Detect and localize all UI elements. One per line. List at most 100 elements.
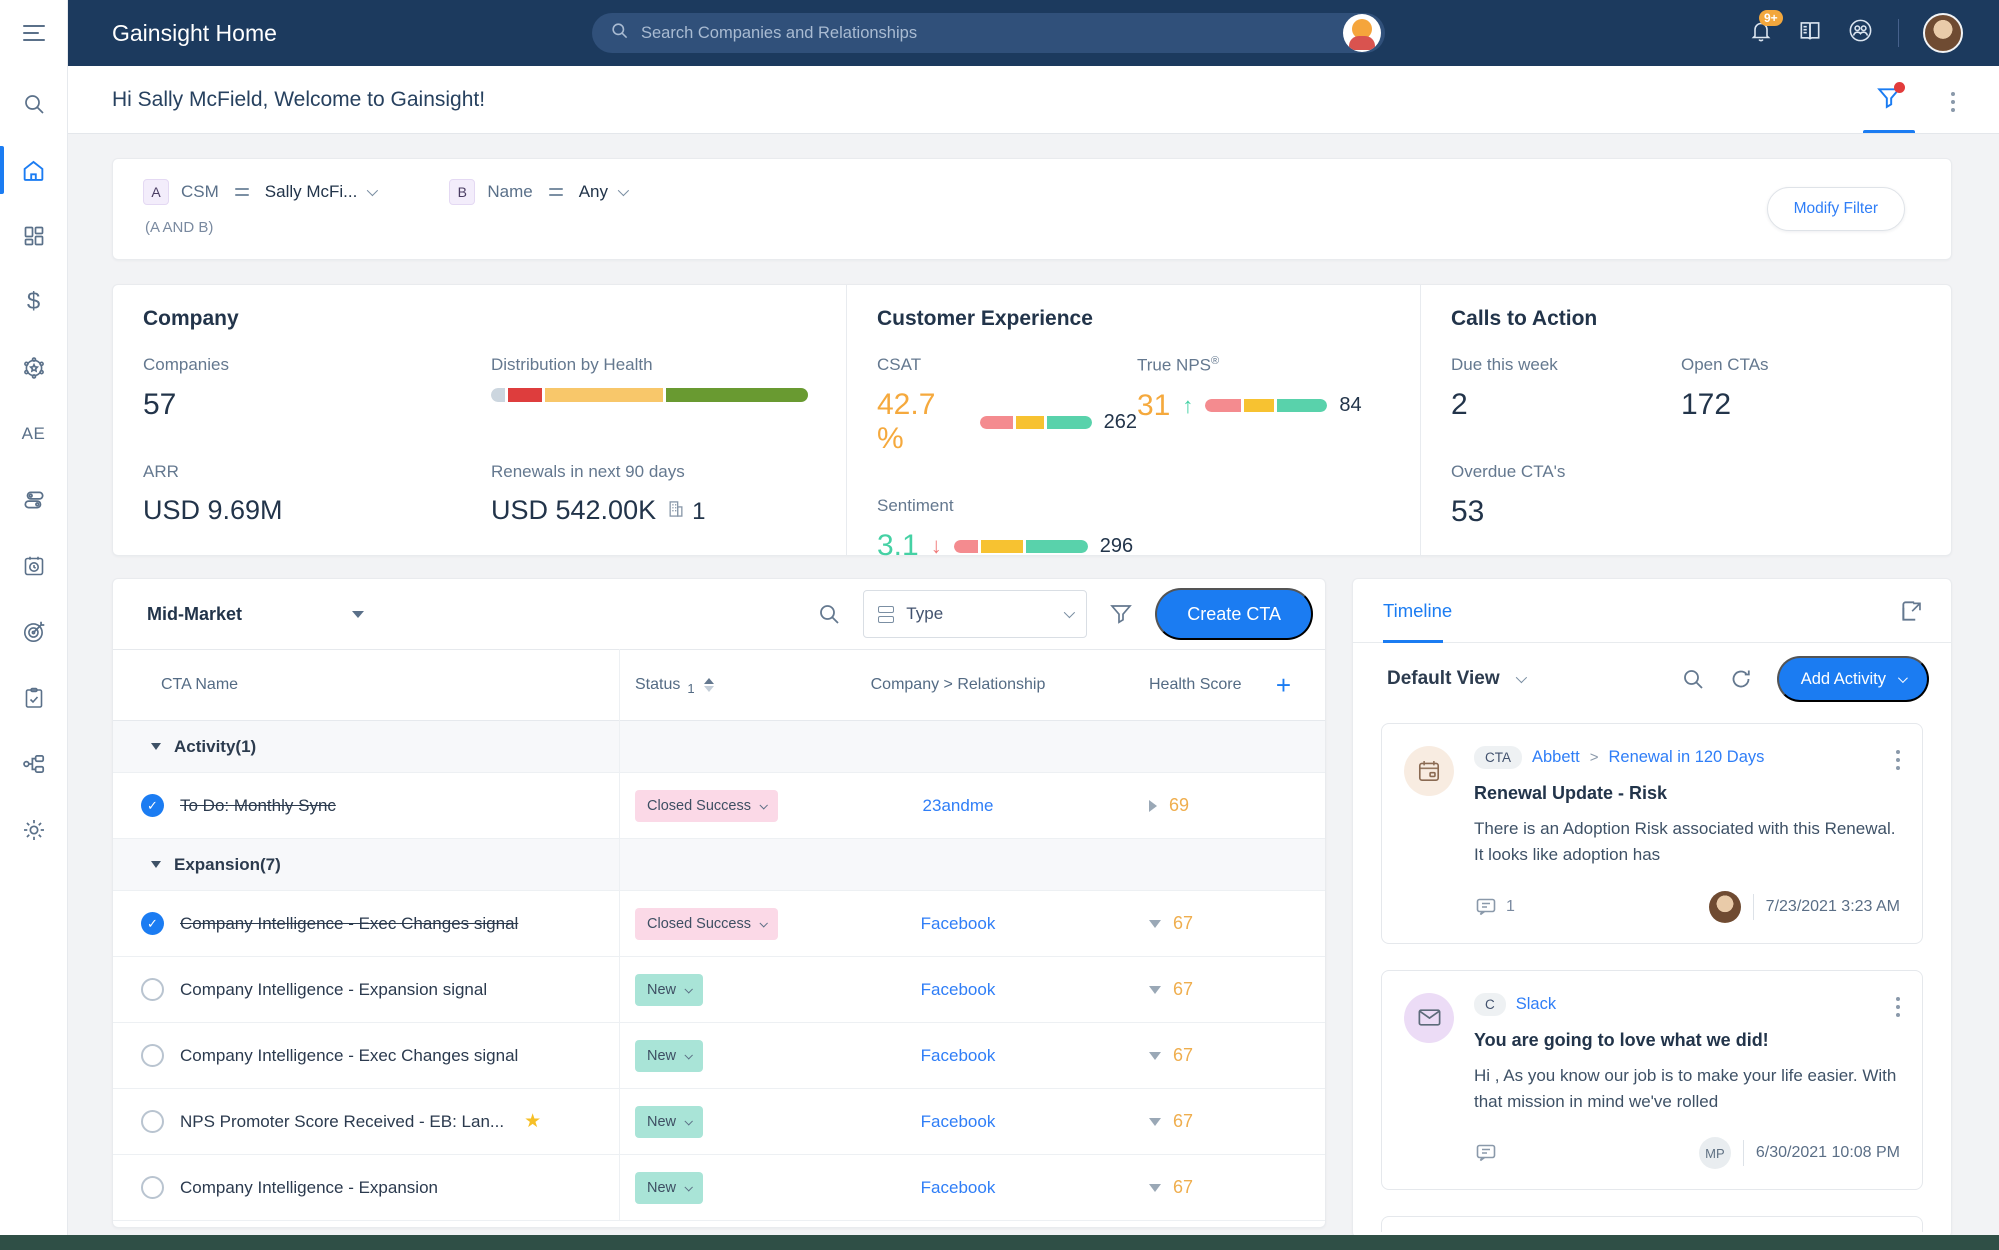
status-badge[interactable]: New (635, 1039, 704, 1072)
sidebar-item-scorecards[interactable] (0, 606, 67, 658)
assistant-mascot-avatar[interactable] (1343, 14, 1381, 52)
comments-button[interactable]: 1 (1474, 895, 1515, 919)
status-badge[interactable]: Closed Success (635, 789, 778, 822)
health-score-value: 67 (1173, 1177, 1194, 1197)
entity-link[interactable]: Renewal in 120 Days (1608, 748, 1765, 766)
status-badge[interactable]: New (635, 973, 704, 1006)
activity-title[interactable]: You are going to love what we did! (1474, 1029, 1769, 1050)
timeline-card[interactable]: C Slack You are going to love what we did!… (1381, 969, 1923, 1191)
company-link[interactable]: Facebook (920, 1111, 996, 1131)
user-avatar[interactable] (1923, 13, 1963, 53)
company-link[interactable]: Facebook (920, 913, 996, 933)
sort-arrows-icon[interactable] (703, 678, 714, 692)
view-selector-dropdown[interactable]: Mid-Market (147, 604, 365, 625)
create-cta-button[interactable]: Create CTA (1155, 588, 1313, 640)
collapse-row-icon[interactable] (1149, 1051, 1161, 1060)
rule-a-value-dropdown[interactable]: Sally McFi... (265, 182, 379, 202)
sidebar-item-timeline[interactable] (0, 540, 67, 592)
modify-filter-button[interactable]: Modify Filter (1766, 187, 1905, 231)
timeline-card[interactable]: CTA Abbett > Renewal in 120 Days Renewal Upd… (1381, 723, 1923, 944)
comments-button[interactable] (1474, 1141, 1498, 1165)
sidebar-item-success-plans[interactable] (0, 342, 67, 394)
sidebar-item-surveys[interactable] (0, 672, 67, 724)
timeline-search-button[interactable] (1681, 667, 1705, 691)
add-column-button[interactable]: + (1275, 669, 1291, 700)
sidebar-item-home[interactable] (0, 144, 67, 196)
group-row[interactable]: Activity(1) (113, 721, 1325, 773)
sidebar-item-settings[interactable] (0, 804, 67, 856)
column-header-health[interactable]: Health Score + (1149, 669, 1291, 700)
table-row[interactable]: ✓ Company Intelligence - Exec Changes sig… (113, 891, 1325, 957)
company-link[interactable]: Facebook (920, 979, 996, 999)
status-badge[interactable]: Closed Success (635, 907, 778, 940)
unchecked-circle-icon[interactable] (141, 1176, 164, 1199)
knowledge-center-button[interactable] (1797, 18, 1823, 49)
company-link[interactable]: 23andme (922, 795, 994, 815)
table-search-button[interactable] (817, 602, 841, 626)
activity-title[interactable]: Renewal Update - Risk (1474, 783, 1668, 803)
column-header-company[interactable]: Company > Relationship (870, 676, 1046, 693)
column-header-cta-name[interactable]: CTA Name (161, 676, 239, 693)
cta-name[interactable]: Company Intelligence - Expansion (180, 1177, 438, 1197)
cx-section-title: Customer Experience (877, 307, 1093, 330)
cta-name[interactable]: NPS Promoter Score Received - EB: Lan... (180, 1111, 505, 1131)
status-badge[interactable]: New (635, 1105, 704, 1138)
table-row[interactable]: Company Intelligence - Expansion signal N… (113, 957, 1325, 1023)
sidebar-item-relationships[interactable] (0, 738, 67, 790)
filter-toggle-button[interactable] (1871, 82, 1907, 118)
company-link[interactable]: Facebook (920, 1045, 996, 1065)
cta-name[interactable]: Company Intelligence - Exec Changes sign… (180, 913, 519, 933)
sidebar-item-ae[interactable]: AE (0, 408, 67, 460)
card-options-menu[interactable] (1896, 996, 1900, 1017)
community-button[interactable] (1847, 17, 1874, 49)
due-this-week-value: 2 (1451, 388, 1468, 421)
table-row[interactable]: Company Intelligence - Exec Changes sign… (113, 1023, 1325, 1089)
cta-name[interactable]: To Do: Monthly Sync (180, 795, 336, 815)
cta-name[interactable]: Company Intelligence - Expansion signal (180, 979, 488, 999)
rule-b-value-dropdown[interactable]: Any (579, 182, 630, 202)
rule-a-badge: A (143, 179, 169, 205)
unchecked-circle-icon[interactable] (141, 1044, 164, 1067)
status-badge[interactable]: New (635, 1171, 704, 1204)
table-filter-button[interactable] (1109, 602, 1133, 626)
entity-link[interactable]: Abbett (1532, 748, 1580, 766)
cta-name[interactable]: Company Intelligence - Exec Changes sign… (180, 1045, 519, 1065)
type-filter-dropdown[interactable]: Type (863, 590, 1088, 638)
collapse-row-icon[interactable] (1149, 1183, 1161, 1192)
sidebar-item-revenue[interactable]: $ (0, 276, 67, 328)
tab-timeline[interactable]: Timeline (1383, 599, 1453, 621)
equals-icon (548, 187, 563, 197)
checked-circle-icon[interactable]: ✓ (141, 912, 164, 935)
global-search-input[interactable]: Search Companies and Relationships (592, 13, 1385, 53)
collapse-row-icon[interactable] (1149, 1117, 1161, 1126)
star-icon[interactable]: ★ (524, 1111, 542, 1132)
sidebar-item-dashboard[interactable] (0, 210, 67, 262)
table-row[interactable]: NPS Promoter Score Received - EB: Lan...… (113, 1089, 1325, 1155)
table-row[interactable]: Company Intelligence - Expansion New Faceb… (113, 1155, 1325, 1221)
group-row[interactable]: Expansion(7) (113, 839, 1325, 891)
unchecked-circle-icon[interactable] (141, 978, 164, 1001)
list-icon (878, 605, 895, 623)
community-icon (1847, 17, 1874, 49)
page-options-menu[interactable] (1951, 92, 1955, 112)
unchecked-circle-icon[interactable] (141, 1110, 164, 1133)
sidebar-item-journey-orchestrator[interactable] (0, 474, 67, 526)
timeline-view-dropdown[interactable]: Default View (1387, 668, 1527, 690)
column-header-status[interactable]: Status 1 (619, 675, 813, 696)
chevron-down-icon (684, 1050, 693, 1060)
collapse-row-icon[interactable] (1149, 919, 1161, 928)
checked-circle-icon[interactable]: ✓ (141, 794, 164, 817)
card-options-menu[interactable] (1896, 750, 1900, 770)
notifications-button[interactable]: 9+ (1749, 9, 1783, 48)
sidebar-item-search[interactable] (0, 78, 67, 130)
menu-icon[interactable] (0, 0, 68, 66)
collapse-row-icon[interactable] (1149, 985, 1161, 994)
entity-link[interactable]: Slack (1515, 994, 1557, 1013)
expand-row-icon[interactable] (1149, 799, 1157, 812)
add-activity-button[interactable]: Add Activity (1776, 656, 1929, 702)
table-row[interactable]: ✓ To Do: Monthly Sync Closed Success 23andm… (113, 773, 1325, 839)
company-link[interactable]: Facebook (920, 1177, 996, 1197)
expand-timeline-button[interactable] (1899, 598, 1925, 624)
calendar-icon (1404, 746, 1454, 796)
refresh-icon[interactable] (1729, 667, 1753, 691)
